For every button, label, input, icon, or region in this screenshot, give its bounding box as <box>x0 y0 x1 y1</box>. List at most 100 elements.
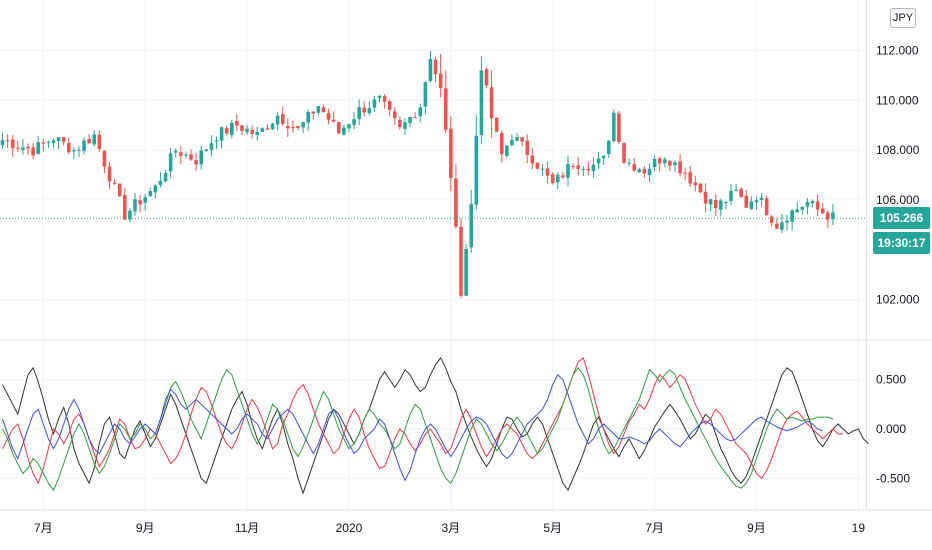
candle-body <box>240 125 244 131</box>
candle-body <box>347 124 351 129</box>
time-tick-label: 5月 <box>543 521 562 535</box>
time-tick-label: 3月 <box>441 521 460 535</box>
candle-body <box>759 197 764 201</box>
candle-body <box>311 111 316 114</box>
candle-body <box>668 160 672 166</box>
oscillator-line-red <box>2 357 844 485</box>
candle-body <box>219 127 224 141</box>
candle-body <box>316 106 321 113</box>
time-tick-label: 7月 <box>34 521 53 535</box>
candle-body <box>387 101 392 110</box>
candle-body <box>698 183 703 193</box>
candle-body <box>286 125 290 129</box>
candle-body <box>163 172 168 182</box>
time-tick-label: 9月 <box>747 521 766 535</box>
candle-body <box>72 150 76 152</box>
time-tick-label: 9月 <box>136 521 155 535</box>
candle-body <box>713 200 718 209</box>
candle-body <box>291 127 295 129</box>
candle-body <box>729 190 733 201</box>
candle-body <box>566 164 570 178</box>
time-tick-label: 11月 <box>235 521 259 535</box>
candle-body <box>10 139 15 149</box>
candle-body <box>199 150 204 165</box>
candle-body <box>194 160 198 165</box>
candle-body <box>734 189 738 191</box>
candle-body <box>596 158 601 164</box>
candle-body <box>622 143 626 163</box>
candle-body <box>107 166 112 182</box>
candle-body <box>301 122 305 128</box>
price-tick-label: 108.000 <box>876 143 920 157</box>
candle-body <box>265 128 270 130</box>
candle-body <box>61 137 66 142</box>
candle-body <box>382 96 387 102</box>
candle-body <box>173 150 178 153</box>
candle-body <box>535 162 540 169</box>
candle-body <box>0 140 5 146</box>
candle-body <box>306 112 310 123</box>
candle-body <box>326 113 331 120</box>
candle-body <box>41 142 46 144</box>
candle-body <box>662 159 667 164</box>
candle-body <box>138 200 142 205</box>
candle-body <box>26 146 30 149</box>
candle-body <box>810 201 815 204</box>
candle-body <box>499 132 504 154</box>
osc-tick-label: 0.500 <box>876 373 906 387</box>
oscillator-line-black <box>2 356 869 495</box>
candle-body <box>673 162 677 166</box>
candle-body <box>708 199 713 205</box>
candle-body <box>143 197 147 203</box>
candle-body <box>571 165 575 167</box>
candle-body <box>606 140 611 154</box>
candle-body <box>433 59 438 75</box>
candle-body <box>16 147 20 149</box>
candle-body <box>719 200 723 210</box>
candle-body <box>515 137 519 141</box>
price-tick-label: 102.000 <box>876 293 920 307</box>
candle-body <box>418 107 423 117</box>
candle-body <box>775 223 779 229</box>
candle-body <box>224 127 229 134</box>
candle-body <box>647 168 652 175</box>
candle-body <box>92 134 97 145</box>
candle-body <box>510 139 514 146</box>
candle-body <box>296 125 300 128</box>
candle-body <box>168 153 173 172</box>
candle-body <box>31 147 35 156</box>
candle-body <box>82 140 86 151</box>
candle-body <box>454 178 458 227</box>
candle-body <box>494 117 499 132</box>
candle-body <box>831 212 835 220</box>
candle-body <box>749 201 754 209</box>
time-tick-label: 7月 <box>645 521 664 535</box>
candle-body <box>245 128 249 133</box>
candle-body <box>795 209 800 213</box>
candle-body <box>657 158 662 164</box>
candle-body <box>815 201 820 210</box>
candle-body <box>77 149 81 151</box>
candle-body <box>479 70 484 136</box>
candle-body <box>158 180 163 186</box>
candle-body <box>336 122 341 134</box>
candle-body <box>769 216 774 223</box>
candle-body <box>331 119 336 122</box>
candle-body <box>66 143 71 153</box>
candle-body <box>36 142 40 154</box>
candle-body <box>184 154 188 156</box>
candle-body <box>581 169 586 171</box>
candle-body <box>413 117 417 119</box>
candle-body <box>754 200 759 203</box>
time-tick-label: 19 <box>852 521 866 535</box>
candle-body <box>403 122 407 129</box>
candle-body <box>693 182 698 186</box>
candle-body <box>484 69 489 86</box>
candle-body <box>321 107 326 113</box>
candle-body <box>377 95 382 99</box>
candle-body <box>398 119 402 128</box>
candle-body <box>275 115 280 125</box>
candle-body <box>46 141 51 143</box>
candle-body <box>805 201 810 207</box>
currency-badge[interactable]: JPY <box>890 8 916 28</box>
